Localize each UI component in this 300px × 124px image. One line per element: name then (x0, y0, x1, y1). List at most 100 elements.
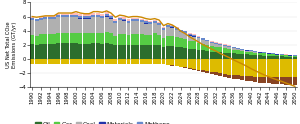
Bar (280, 59, 284, 77)
Bar (65, 17, 69, 33)
Bar (44, 17, 47, 19)
Bar (249, 59, 253, 76)
Bar (30, 35, 34, 44)
Bar (118, 45, 122, 59)
Bar (289, 55, 292, 56)
Bar (267, 54, 271, 56)
Bar (113, 21, 117, 23)
Bar (109, 44, 113, 59)
Bar (218, 47, 222, 52)
Bar (267, 56, 271, 59)
Bar (249, 50, 253, 51)
Bar (34, 21, 38, 35)
Bar (232, 47, 236, 48)
Bar (214, 72, 218, 75)
Bar (254, 55, 257, 59)
Bar (74, 17, 78, 33)
Bar (188, 34, 192, 35)
Bar (131, 21, 135, 34)
Bar (170, 46, 174, 59)
Bar (196, 70, 200, 71)
Bar (48, 17, 52, 19)
Bar (192, 36, 196, 37)
Bar (122, 45, 126, 59)
Bar (232, 50, 236, 53)
Bar (148, 24, 152, 35)
Bar (227, 53, 231, 59)
Bar (74, 33, 78, 43)
Bar (161, 28, 166, 30)
Bar (135, 18, 139, 19)
Bar (267, 77, 271, 83)
Bar (205, 71, 209, 73)
Bar (157, 22, 161, 23)
Bar (78, 59, 82, 64)
Bar (83, 18, 87, 19)
Bar (83, 14, 87, 16)
Bar (214, 47, 218, 52)
Bar (271, 53, 275, 54)
Bar (113, 35, 117, 45)
Bar (275, 59, 279, 77)
Bar (275, 56, 279, 59)
Bar (293, 77, 297, 85)
Bar (205, 59, 209, 71)
Bar (227, 75, 231, 78)
Bar (183, 59, 188, 67)
Bar (201, 38, 205, 40)
Bar (179, 30, 183, 32)
Bar (262, 59, 266, 77)
Bar (205, 45, 209, 51)
Bar (48, 34, 52, 44)
Bar (109, 59, 113, 64)
Bar (100, 14, 104, 16)
Bar (70, 17, 74, 33)
Bar (240, 50, 244, 51)
Bar (118, 18, 122, 20)
Bar (232, 46, 236, 47)
Bar (201, 59, 205, 70)
Bar (275, 55, 279, 56)
Bar (196, 38, 200, 43)
Bar (166, 35, 170, 46)
Bar (34, 19, 38, 21)
Bar (245, 50, 249, 51)
Bar (254, 53, 257, 55)
Bar (280, 55, 284, 56)
Bar (227, 47, 231, 49)
Bar (44, 16, 47, 17)
Bar (122, 34, 126, 45)
Bar (56, 14, 60, 15)
Bar (284, 55, 288, 57)
Bar (96, 33, 100, 43)
Bar (87, 19, 91, 33)
Bar (166, 59, 170, 65)
Bar (240, 76, 244, 80)
Bar (52, 44, 56, 59)
Bar (258, 77, 262, 83)
Bar (188, 49, 192, 59)
Bar (214, 52, 218, 59)
Bar (92, 17, 95, 33)
Bar (218, 59, 222, 73)
Bar (245, 51, 249, 52)
Bar (183, 48, 188, 59)
Bar (210, 46, 214, 52)
Bar (83, 33, 87, 44)
Bar (65, 43, 69, 59)
Bar (218, 73, 222, 76)
Bar (96, 43, 100, 59)
Bar (267, 53, 271, 54)
Bar (144, 24, 148, 35)
Bar (39, 18, 43, 20)
Bar (30, 44, 34, 59)
Bar (166, 27, 170, 35)
Bar (148, 59, 152, 64)
Bar (201, 50, 205, 59)
Bar (218, 44, 222, 45)
Bar (223, 44, 227, 45)
Bar (245, 59, 249, 76)
Bar (83, 16, 87, 18)
Bar (30, 17, 34, 18)
Bar (196, 43, 200, 50)
